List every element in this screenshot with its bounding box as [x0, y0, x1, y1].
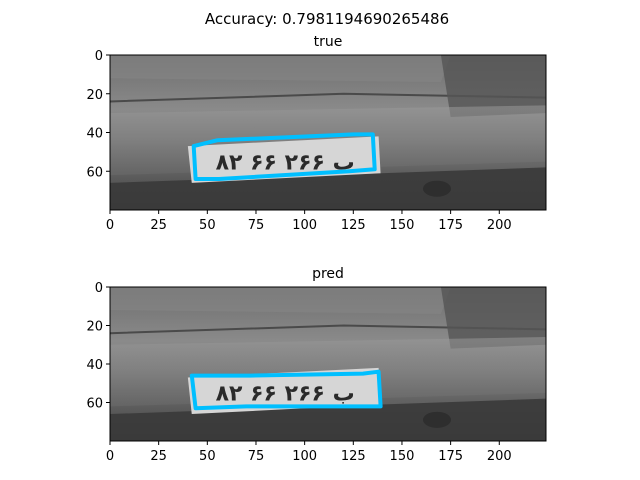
figure-suptitle: Accuracy: 0.7981194690265486: [204, 10, 450, 28]
y-tick-label: 40: [86, 358, 103, 373]
y-tick-label: 60: [86, 397, 103, 412]
x-tick-label: 25: [150, 218, 167, 233]
panel-pred: pred ۸۲ ب ۲۶۶ ۶۶ 0 25 50 75 100 125 150 175 200 0 20…: [86, 266, 547, 464]
panel-title: pred: [312, 266, 344, 282]
x-tick-label: 175: [438, 449, 463, 464]
panel-title: true: [314, 34, 343, 50]
y-tick-label: 40: [86, 127, 103, 142]
car-image: ۸۲ ب ۲۶۶ ۶۶: [110, 287, 546, 441]
x-tick-label: 75: [248, 449, 265, 464]
x-tick-label: 50: [199, 449, 216, 464]
x-tick-label: 175: [438, 218, 463, 233]
y-tick-label: 0: [95, 281, 103, 296]
car-image: ۸۲ ب ۲۶۶ ۶۶: [110, 55, 546, 210]
x-tick-label: 75: [248, 218, 265, 233]
plate-bounding-box: [189, 369, 383, 411]
x-tick-label: 150: [390, 449, 415, 464]
x-tick-label: 150: [390, 218, 415, 233]
y-tick-label: 20: [86, 88, 103, 103]
x-tick-label: 50: [199, 218, 216, 233]
x-tick-label: 0: [106, 218, 114, 233]
y-tick-label: 20: [86, 320, 103, 335]
x-tick-label: 125: [341, 449, 366, 464]
x-tick-label: 25: [150, 449, 167, 464]
panel-true: true ۸۲ ب ۲۶۶ ۶۶ 0 25 50 75 100 125 150 175 200 0 20…: [86, 34, 547, 233]
x-tick-label: 0: [106, 449, 114, 464]
x-tick-label: 125: [341, 218, 366, 233]
y-tick-label: 0: [95, 49, 103, 64]
x-tick-label: 100: [292, 449, 317, 464]
plate-characters: ۸۲ ب ۲۶۶ ۶۶: [216, 382, 355, 407]
y-tick-label: 60: [86, 165, 103, 180]
x-tick-label: 200: [487, 218, 512, 233]
x-tick-label: 200: [487, 449, 512, 464]
x-tick-label: 100: [292, 218, 317, 233]
plate-bounding-box: [191, 132, 377, 181]
